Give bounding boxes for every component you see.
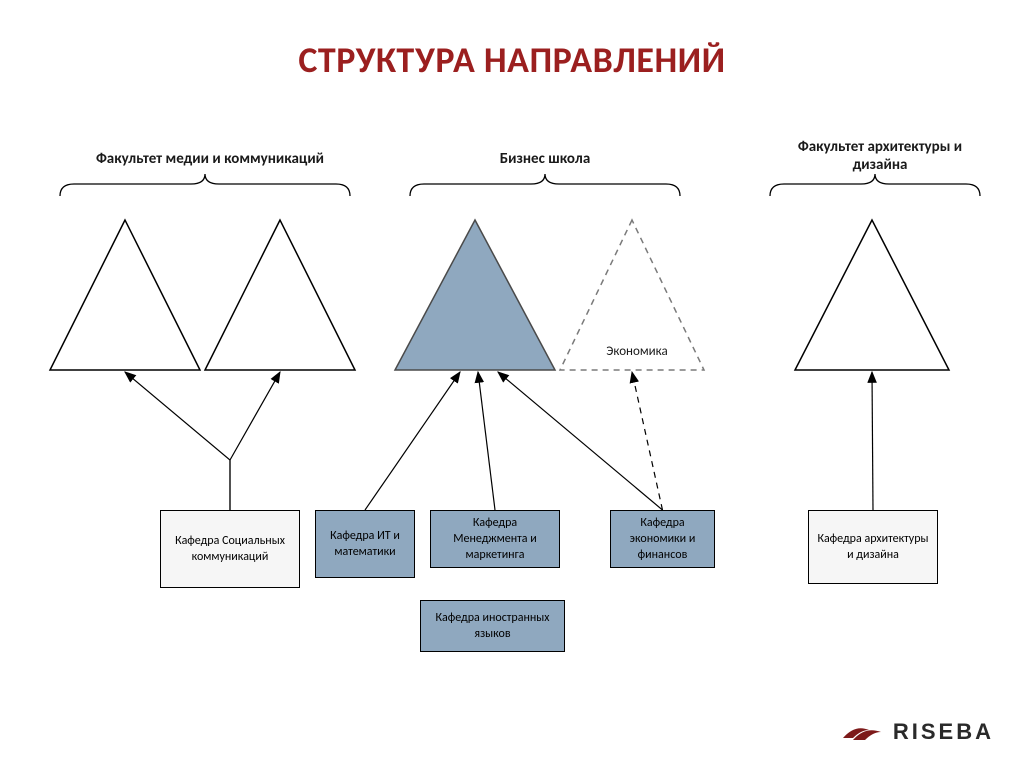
logo-mark-icon <box>839 716 885 748</box>
dept-label: Кафедра иностранных языков <box>425 610 560 642</box>
triangle-label-art: Искусство <box>248 344 318 360</box>
logo-text: RISEBA <box>893 719 994 745</box>
logo: RISEBA <box>839 716 994 748</box>
dept-label: Кафедра ИТ и математики <box>320 528 410 560</box>
faculty-label-media: Факультет медии и коммуникаций <box>80 150 340 168</box>
diagram-svg <box>0 0 1024 768</box>
faculty-label-business: Бизнес школа <box>475 150 615 168</box>
dept-label: Кафедра Социальных коммуникаций <box>165 533 295 565</box>
slide: СТРУКТУРА НАПРАВЛЕНИЙ Факультет медии и … <box>0 0 1024 768</box>
triangle-label-econ: Экономика <box>602 344 672 360</box>
dept-label: Кафедра архитектуры и дизайна <box>813 531 933 563</box>
dept-label: Кафедра экономики и финансов <box>615 515 710 564</box>
dept-it-math: Кафедра ИТ и математики <box>315 510 415 578</box>
triangle-label-arch: Архитектура и дизайн <box>828 336 923 367</box>
triangle-label-business: Бизнес и администрировани <box>422 320 532 349</box>
slide-title: СТРУКТУРА НАПРАВЛЕНИЙ <box>0 38 1024 82</box>
dept-foreign-lang: Кафедра иностранных языков <box>420 600 565 652</box>
dept-econ-fin: Кафедра экономики и финансов <box>610 510 715 568</box>
dept-mgmt-mkt: Кафедра Менеджмента и маркетинга <box>430 510 560 568</box>
triangle-label-social: Социальные коммуникации <box>78 338 173 369</box>
faculty-label-arch: Факультет архитектуры и дизайна <box>785 138 975 174</box>
dept-arch: Кафедра архитектуры и дизайна <box>808 510 938 584</box>
dept-social: Кафедра Социальных коммуникаций <box>160 510 300 588</box>
dept-label: Кафедра Менеджмента и маркетинга <box>435 515 555 564</box>
